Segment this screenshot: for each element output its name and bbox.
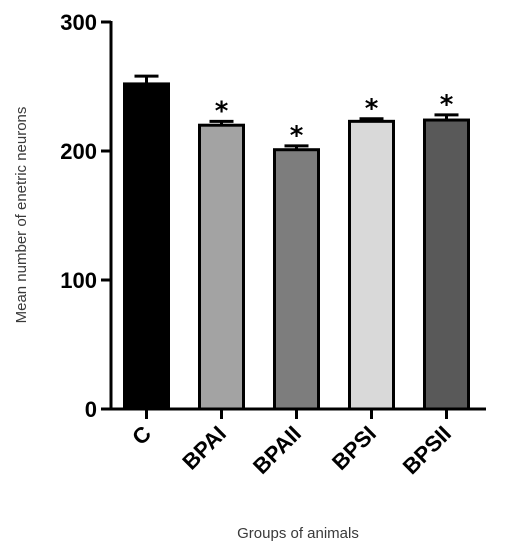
bar bbox=[123, 82, 170, 411]
bars bbox=[123, 74, 470, 411]
significance-marker: * bbox=[365, 94, 379, 124]
bar bbox=[348, 119, 395, 411]
y-tick-label: 300 bbox=[60, 10, 97, 35]
bar bbox=[423, 118, 470, 411]
bar bbox=[198, 123, 245, 411]
x-axis-label: Groups of animals bbox=[237, 525, 359, 542]
category-label: BPSI bbox=[327, 421, 381, 475]
significance-marker: * bbox=[440, 90, 454, 120]
bar bbox=[273, 148, 320, 411]
category-label: C bbox=[127, 421, 156, 450]
category-label: BPSII bbox=[398, 421, 456, 479]
significance-marker: * bbox=[215, 96, 229, 126]
significance-marker: * bbox=[290, 121, 304, 151]
y-axis-label: Mean number of enetric neurons bbox=[13, 107, 30, 324]
category-label: BPAI bbox=[177, 421, 231, 475]
y-tick-label: 0 bbox=[85, 397, 97, 422]
y-tick-label: 200 bbox=[60, 139, 97, 164]
y-tick-label: 100 bbox=[60, 268, 97, 293]
category-label: BPAII bbox=[248, 421, 306, 479]
